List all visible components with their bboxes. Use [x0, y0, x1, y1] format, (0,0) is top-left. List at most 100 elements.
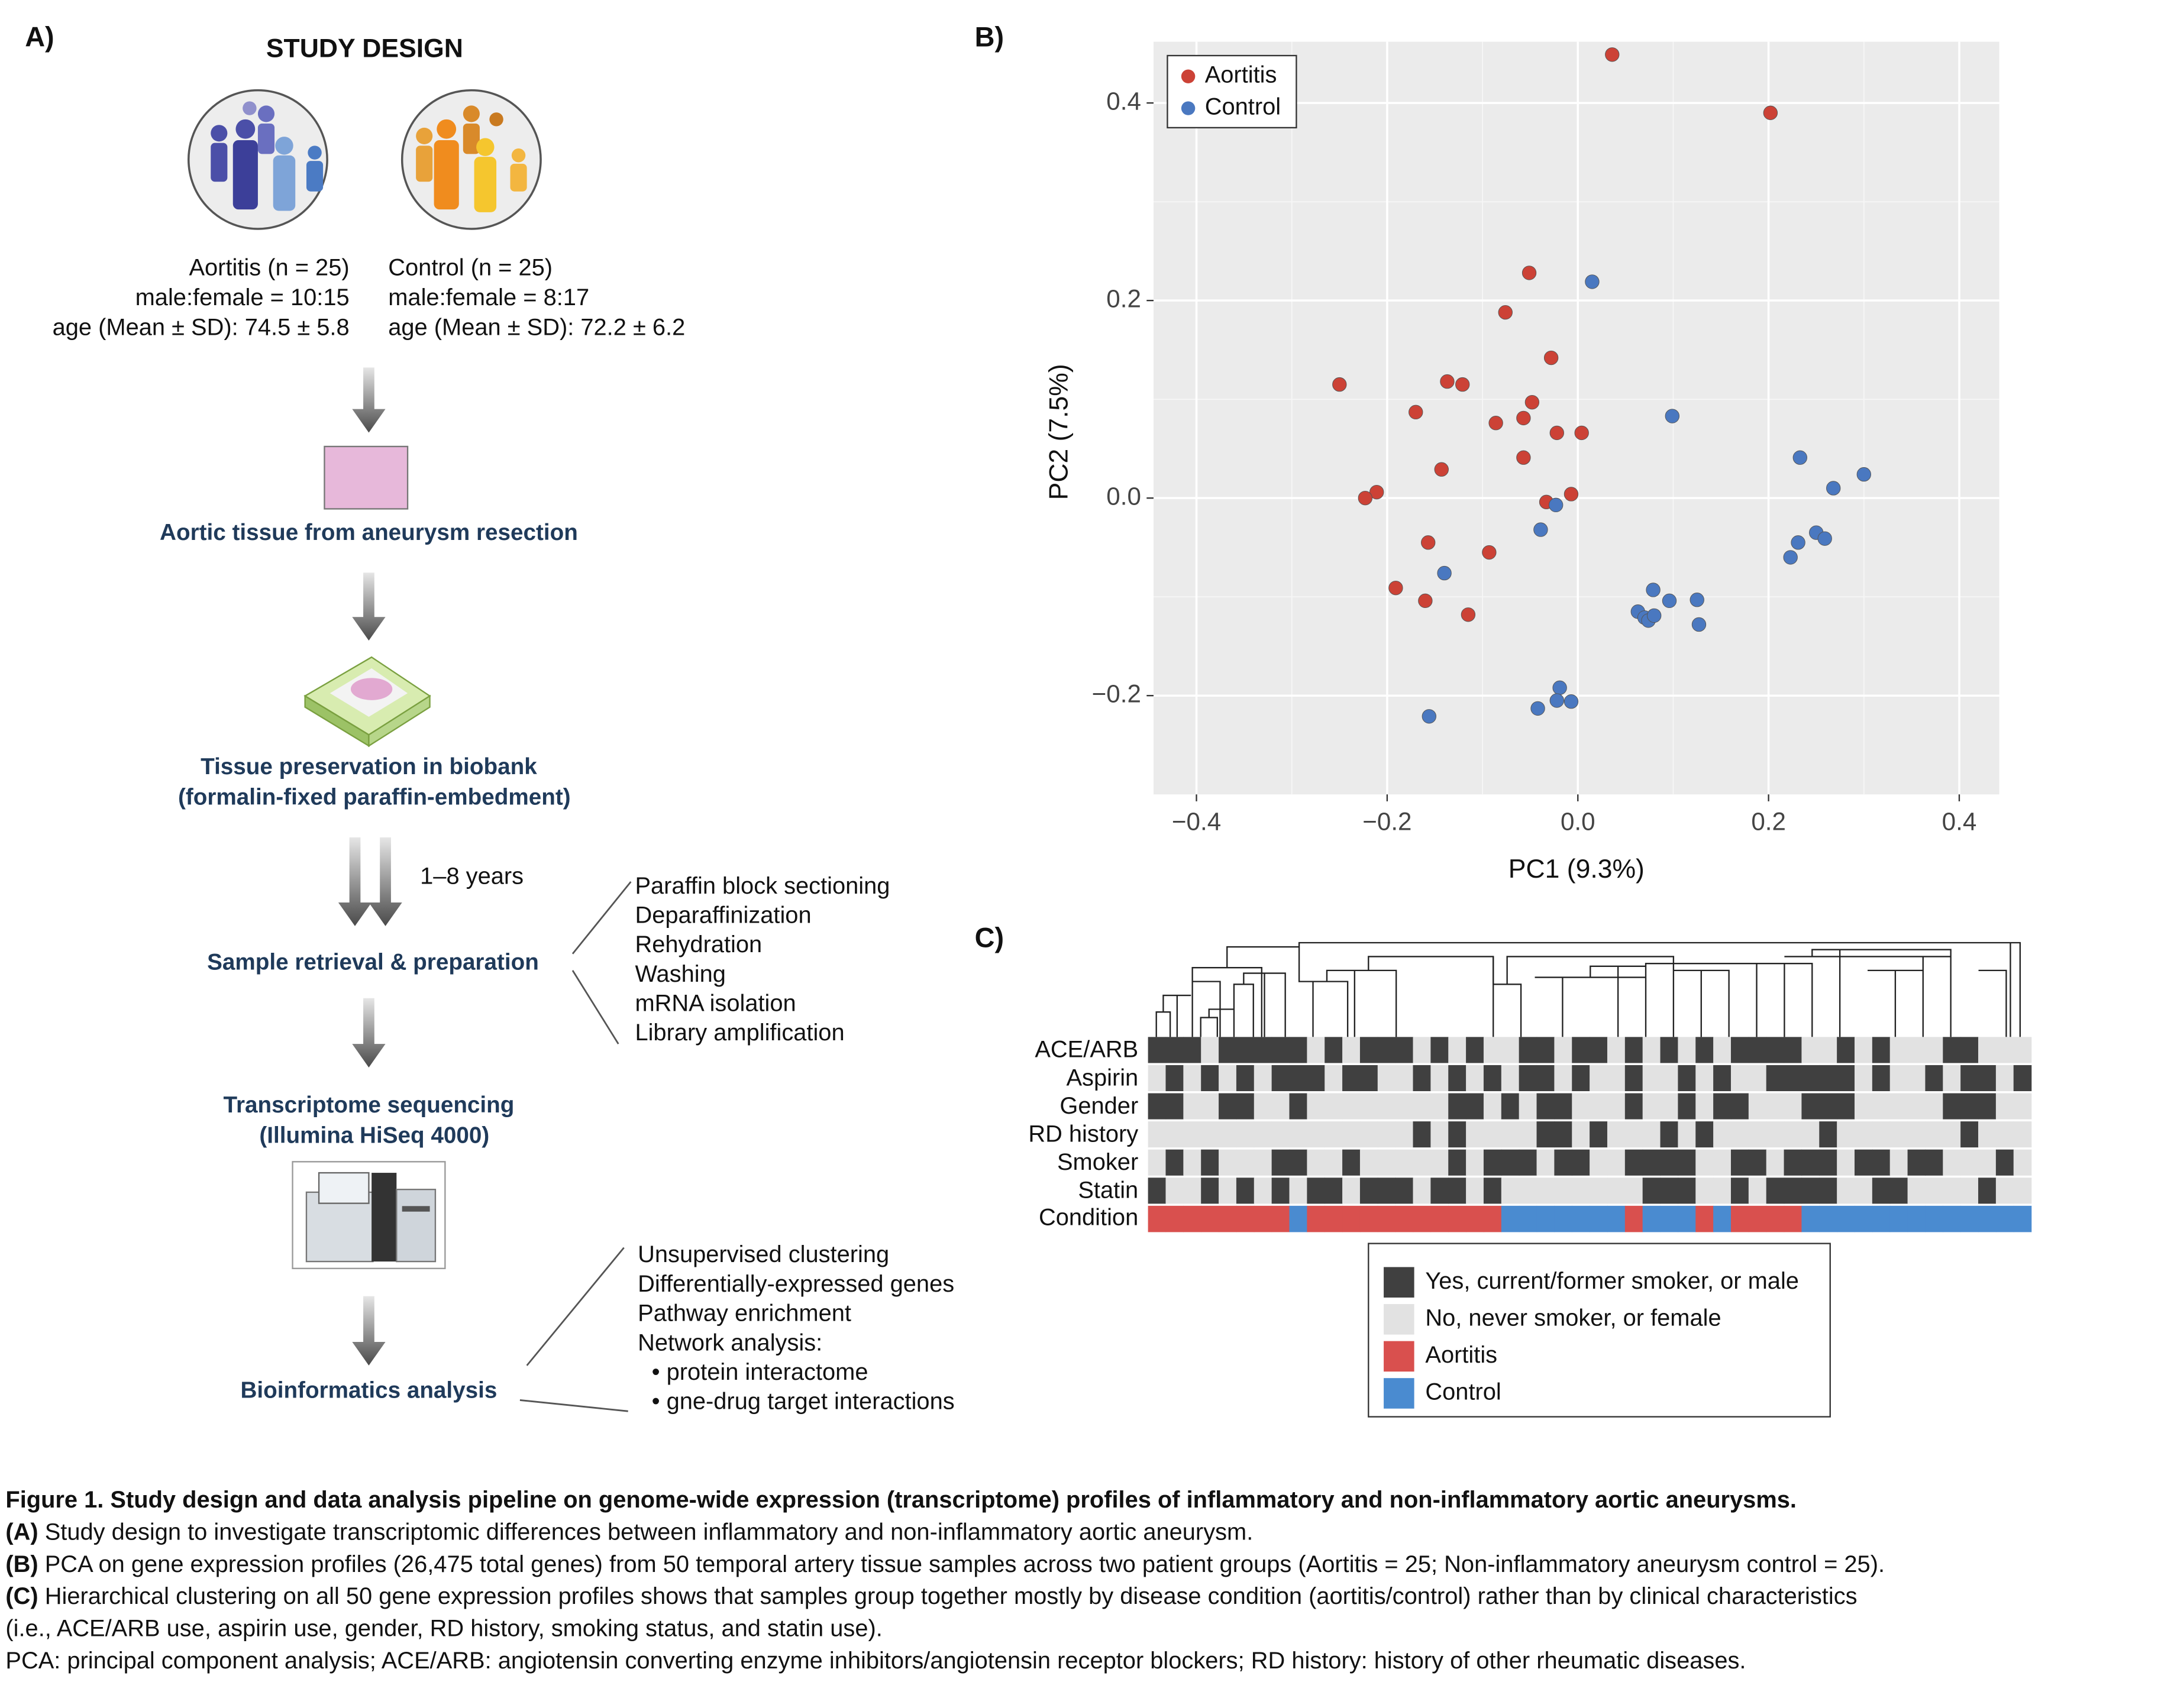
- heatmap-cell: [1219, 1178, 1237, 1204]
- heatmap-cell: [1730, 1149, 1749, 1176]
- prep-step: Library amplification: [635, 1020, 844, 1046]
- x-axis-label: PC1 (9.3%): [1508, 855, 1645, 884]
- step-label: Bioinformatics analysis: [240, 1378, 497, 1403]
- heatmap-cell: [1572, 1149, 1590, 1176]
- step-label: Aortic tissue from aneurysm resection: [160, 520, 578, 545]
- heatmap-cell: [1254, 1149, 1272, 1176]
- heatmap-cell: [1695, 1037, 1714, 1063]
- point: [1421, 535, 1436, 550]
- heatmap-cell: [1201, 1065, 1219, 1092]
- heatmap-cell: [1307, 1178, 1325, 1204]
- heatmap-cell: [2013, 1149, 2032, 1176]
- point: [1791, 535, 1805, 550]
- heatmap-cell: [1572, 1093, 1590, 1120]
- heatmap-cell: [1430, 1149, 1449, 1176]
- heatmap-cell: [1713, 1149, 1732, 1176]
- prep-step: Paraffin block sectioning: [635, 873, 890, 899]
- heatmap-cell: [1307, 1065, 1325, 1092]
- point: [1516, 410, 1531, 426]
- analysis-step: Unsupervised clustering: [638, 1241, 889, 1267]
- heatmap-cell: [1519, 1178, 1537, 1204]
- y-tick-label: −0.2: [1092, 680, 1141, 707]
- point: [1605, 47, 1620, 62]
- heatmap-cell: [1219, 1149, 1237, 1176]
- heatmap-cell: [1413, 1093, 1432, 1120]
- heatmap-cell: [1889, 1149, 1908, 1176]
- heatmap-cell: [1801, 1178, 1820, 1204]
- heatmap-cell: [1430, 1093, 1449, 1120]
- cassette: [303, 656, 431, 748]
- heatmap-cell: [1748, 1178, 1767, 1204]
- y-tick-label: 0.2: [1106, 284, 1141, 312]
- heatmap-cell: [2013, 1037, 2032, 1063]
- heatmap-cell: [1377, 1121, 1396, 1148]
- condition-cell: [1607, 1205, 1626, 1233]
- heatmap-cell: [1325, 1178, 1343, 1204]
- heatmap-cell: [1872, 1065, 1891, 1092]
- heatmap-cell: [1236, 1037, 1255, 1063]
- heatmap-cell: [1148, 1037, 1167, 1063]
- analysis-step: • protein interactome: [652, 1359, 868, 1385]
- panel-label: C): [975, 923, 1004, 953]
- heatmap-cell: [1837, 1037, 1855, 1063]
- heatmap-cell: [1183, 1065, 1201, 1092]
- condition-cell: [1519, 1205, 1537, 1233]
- heatmap-cell: [1855, 1149, 1873, 1176]
- heatmap-cell: [1413, 1121, 1432, 1148]
- condition-cell: [1730, 1205, 1749, 1233]
- heatmap-cell: [1466, 1065, 1484, 1092]
- heatmap-cell: [1925, 1065, 1944, 1092]
- plot-area: [1154, 41, 1999, 795]
- heatmap-cell: [1660, 1149, 1679, 1176]
- panel-a-art: [187, 89, 632, 1412]
- heatmap-cell: [1183, 1178, 1201, 1204]
- heatmap-cell: [1165, 1178, 1184, 1204]
- point: [1585, 274, 1600, 289]
- heatmap-cell: [1325, 1121, 1343, 1148]
- heatmap-cell: [1183, 1037, 1201, 1063]
- row-label: Smoker: [1057, 1149, 1138, 1175]
- condition-cell: [1855, 1205, 1873, 1233]
- arrows: [338, 367, 402, 1366]
- heatmap-cell: [1960, 1093, 1979, 1120]
- heatmap-cell: [1819, 1121, 1837, 1148]
- analysis-step: Pathway enrichment: [638, 1301, 851, 1327]
- panel-label: A): [25, 21, 54, 52]
- condition-cell: [1642, 1205, 1661, 1233]
- heatmap-cell: [1801, 1093, 1820, 1120]
- heatmap-cell: [1678, 1037, 1696, 1063]
- heatmap-cell: [1766, 1121, 1785, 1148]
- heatmap-cell: [1307, 1121, 1325, 1148]
- point: [1488, 416, 1503, 431]
- point: [1498, 305, 1513, 320]
- condition-cell: [1536, 1205, 1555, 1233]
- heatmap-cell: [1590, 1149, 1608, 1176]
- heatmap-cell: [1271, 1093, 1290, 1120]
- prep-step: mRNA isolation: [635, 991, 796, 1017]
- heatmap-cell: [1748, 1065, 1767, 1092]
- caption-lead: (B): [5, 1551, 38, 1577]
- point: [1549, 425, 1564, 441]
- condition-cell: [1624, 1205, 1643, 1233]
- point: [1817, 531, 1832, 546]
- legend-label: Yes, current/former smoker, or male: [1425, 1268, 1799, 1294]
- caption-line: (C) Hierarchical clustering on all 50 ge…: [5, 1583, 1857, 1609]
- heatmap-cell: [1766, 1065, 1785, 1092]
- heatmap-cell: [1907, 1093, 1926, 1120]
- condition-cell: [1554, 1205, 1572, 1233]
- heatmap-cell: [1925, 1149, 1944, 1176]
- prep-step: Washing: [635, 961, 725, 987]
- condition-cell: [2013, 1205, 2032, 1233]
- row-label: ACE/ARB: [1035, 1037, 1138, 1063]
- heatmap-cell: [1819, 1178, 1837, 1204]
- heatmap-cell: [1501, 1149, 1520, 1176]
- point: [1516, 450, 1531, 465]
- heatmap-cell: [1395, 1037, 1414, 1063]
- heatmap-cell: [1148, 1065, 1167, 1092]
- heatmap-cell: [1766, 1093, 1785, 1120]
- heatmap-cell: [1766, 1037, 1785, 1063]
- heatmap-cell: [1519, 1149, 1537, 1176]
- prep-step: Deparaffinization: [635, 902, 811, 928]
- heatmap-cell: [1572, 1065, 1590, 1092]
